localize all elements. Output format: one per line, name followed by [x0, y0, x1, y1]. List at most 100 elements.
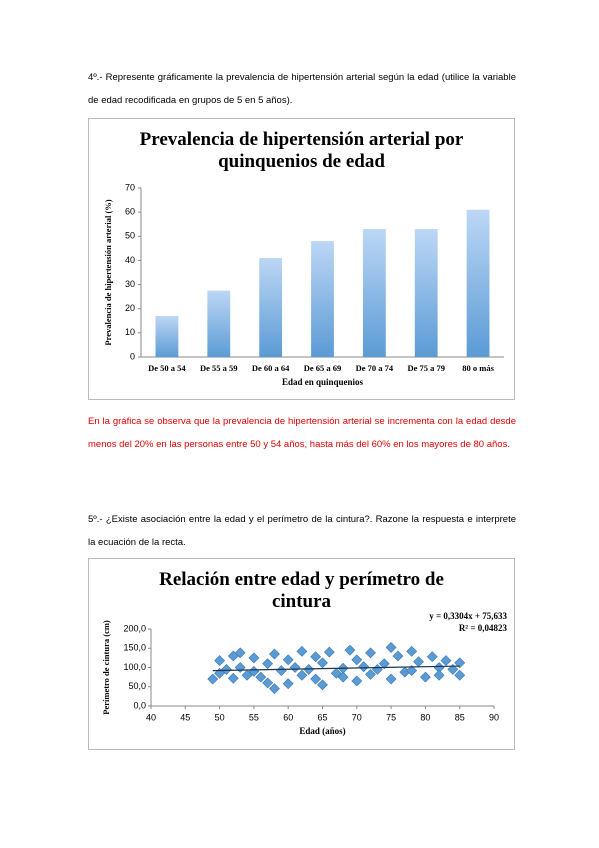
point	[406, 645, 418, 657]
y-tick-label: 200,0	[123, 623, 146, 633]
x-tick-label: 60	[283, 712, 293, 722]
point	[214, 655, 226, 666]
point	[262, 677, 274, 689]
point	[296, 669, 308, 681]
point	[262, 658, 274, 670]
point	[317, 657, 328, 669]
point	[289, 662, 301, 673]
x-tick-label: 80	[420, 712, 430, 722]
point	[385, 642, 397, 653]
bar	[311, 241, 334, 357]
point	[269, 683, 280, 695]
point	[365, 647, 376, 659]
x-tick-label: 45	[180, 712, 190, 722]
point	[234, 662, 246, 673]
y-axis-label: Prevalencia de hipertensión arterial (%)	[103, 199, 113, 345]
point	[447, 664, 459, 675]
point	[282, 654, 294, 666]
y-tick-label: 20	[125, 303, 135, 313]
x-axis-label: Edad en quinquenios	[282, 377, 364, 387]
chart: 0,0 50,0 100,0 150,0 200,0 40 45 50 55 60 65 70 75 80…	[101, 611, 508, 736]
trendline	[212, 665, 460, 672]
bar	[155, 315, 179, 357]
point	[248, 652, 260, 664]
point	[255, 671, 267, 683]
bar	[466, 209, 490, 357]
point	[378, 658, 390, 670]
point	[406, 665, 418, 677]
point	[392, 650, 404, 662]
chart-title: Prevalencia de hipertensión arterial por…	[139, 129, 464, 172]
point	[433, 669, 445, 681]
point	[282, 678, 294, 690]
x-tick-label: De 60 a 64	[252, 363, 290, 373]
r-squared: R² = 0,04823	[459, 623, 508, 633]
point	[310, 651, 322, 663]
point	[234, 647, 246, 659]
point	[413, 656, 424, 668]
point	[330, 667, 342, 679]
point	[296, 645, 308, 657]
x-tick-label: 65	[317, 712, 327, 722]
x-tick-label: De 70 a 74	[356, 363, 394, 373]
bar	[414, 229, 438, 357]
point	[385, 673, 397, 685]
x-tick-label: 75	[386, 712, 396, 722]
point	[344, 644, 356, 656]
equation: y = 0,3304x + 75,633	[429, 611, 507, 621]
chart-box: 0,0 50,0 100,0 150,0 200,0 40 45 50 55 60 65 70 75 80…	[88, 558, 515, 750]
point	[269, 648, 280, 660]
point	[317, 679, 328, 691]
x-tick-label: 70	[352, 712, 362, 722]
y-tick-label: 60	[125, 207, 135, 217]
y-tick-label: 30	[125, 279, 135, 289]
x-tick-label: De 50 a 54	[148, 363, 186, 373]
bar	[259, 258, 283, 357]
point	[454, 657, 466, 669]
question: 4º.- Represente gráficamente la prevalen…	[88, 72, 516, 106]
x-tick-label: 55	[249, 712, 259, 722]
y-tick-label: 0,0	[133, 700, 146, 710]
question: 5º.- ¿Existe asociación entre la edad y …	[88, 514, 516, 548]
bar	[362, 229, 386, 357]
point	[207, 673, 219, 685]
x-axis-label: Edad (años)	[299, 726, 345, 736]
point	[419, 671, 431, 683]
y-tick-label: 50,0	[128, 681, 146, 691]
chart-title: Relación entre edad y perímetro de cintu…	[159, 569, 444, 612]
point	[351, 654, 363, 666]
point	[275, 665, 287, 677]
y-tick-label: 100,0	[123, 662, 146, 672]
chart: 0 10 20 30 40 50 60 70 De 50 a 54 De 55 a 59 De 60…	[103, 182, 504, 387]
point	[323, 646, 335, 658]
x-tick-label: De 65 a 69	[304, 363, 342, 373]
point	[358, 661, 370, 673]
x-tick-label: 80 o más	[462, 363, 494, 373]
point	[365, 669, 376, 680]
x-tick-label: 85	[455, 712, 465, 722]
chart-box: 0 10 20 30 40 50 60 70 De 50 a 54 De 55 a 59 De 60…	[88, 118, 515, 400]
point	[241, 669, 253, 681]
x-tick-label: De 75 a 79	[407, 363, 445, 373]
x-tick-label: 40	[146, 712, 156, 722]
y-tick-label: 70	[125, 182, 135, 192]
x-tick-label: De 55 a 59	[200, 363, 238, 373]
point	[351, 675, 363, 687]
point	[227, 672, 239, 684]
x-tick-label: 90	[489, 712, 499, 722]
y-tick-label: 0	[130, 351, 135, 361]
point	[426, 651, 438, 663]
y-tick-label: 10	[125, 327, 135, 337]
y-tick-label: 50	[125, 231, 135, 241]
point	[221, 664, 232, 675]
y-tick-label: 150,0	[123, 643, 146, 653]
point	[440, 655, 452, 666]
answer: En la gráfica se observa que la prevalen…	[88, 416, 516, 450]
bar	[207, 290, 231, 357]
point	[337, 671, 349, 683]
x-tick-label: 50	[215, 712, 225, 722]
y-tick-label: 40	[125, 255, 135, 265]
y-axis-label: Perímetro de cintura (cm)	[101, 620, 111, 715]
point	[454, 669, 466, 681]
